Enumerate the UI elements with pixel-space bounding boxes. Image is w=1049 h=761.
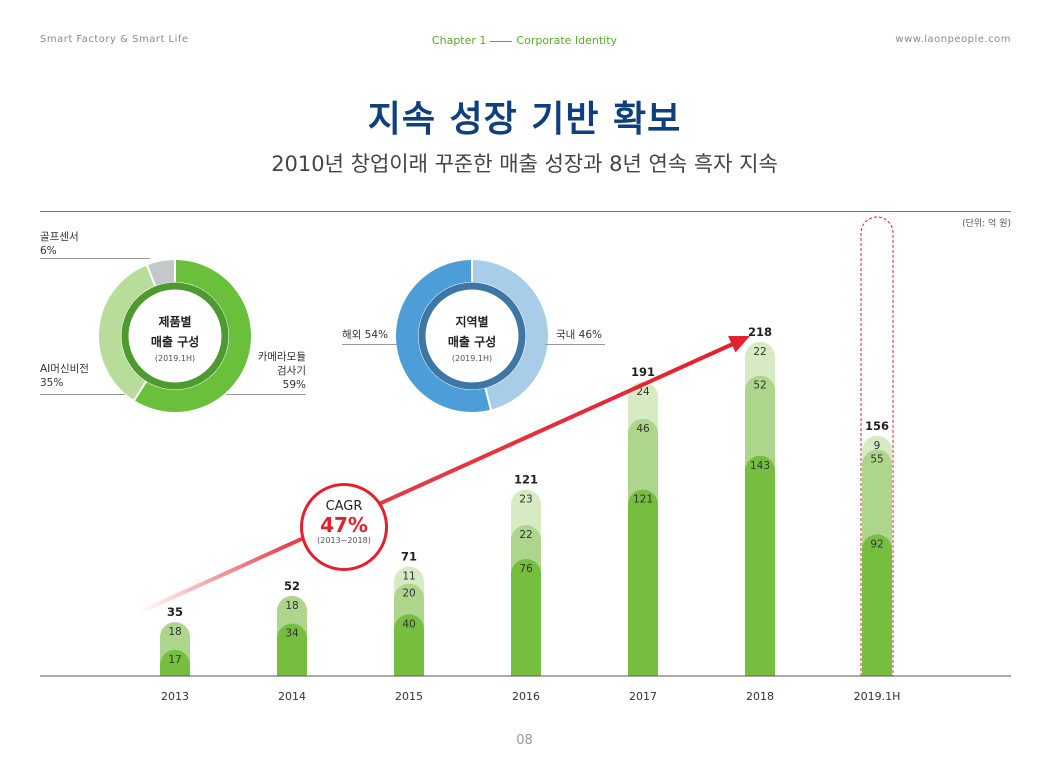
bar-2019.1H-seg-0	[862, 534, 892, 676]
product-donut-center: 제품별 매출 구성 (2019.1H)	[150, 315, 200, 363]
region-donut-center-disc	[426, 290, 518, 382]
region-donut-slice-1	[396, 260, 491, 412]
bar-2016-value-1: 22	[519, 529, 532, 541]
golf-sensor-leader	[40, 258, 150, 259]
overseas-label: 해외 54%	[342, 329, 388, 341]
bar-2016-value-0: 76	[519, 563, 533, 575]
header-chapter: Chapter 1 Corporate Identity	[0, 34, 1049, 47]
section-label: Corporate Identity	[516, 34, 618, 47]
domestic-label: 국내 46%	[556, 329, 602, 341]
chapter-divider	[490, 40, 513, 42]
unit-label: (단위: 억 원)	[962, 219, 1011, 229]
bar-2015-value-1: 20	[402, 588, 415, 600]
bar-2018-value-0: 143	[750, 460, 770, 472]
ai-vision-label: AI머신비전 35%	[40, 363, 89, 389]
bar-2019.1H-value-2: 9	[874, 440, 881, 452]
arrow-head	[728, 336, 750, 353]
x-tick-labels: 2013 2014 2015 2016 2017 2018 2019.1H	[161, 690, 900, 703]
page-number: 08	[516, 733, 533, 748]
bar-2017-value-2: 24	[636, 386, 650, 398]
bar-2014-value-1: 18	[285, 600, 298, 612]
bar-2019.1H-total: 156	[865, 419, 889, 433]
bar-2013-value-0: 17	[168, 654, 181, 666]
page-title: 지속 성장 기반 확보	[367, 99, 682, 140]
cagr-period: (2013~2018)	[317, 536, 371, 545]
x-tick-2019.1H: 2019.1H	[854, 690, 901, 703]
x-tick-2018: 2018	[746, 690, 774, 703]
header-left-text: Smart Factory & Smart Life	[40, 34, 189, 45]
product-donut-center-disc	[129, 290, 221, 382]
cagr-label: CAGR	[325, 499, 363, 514]
product-donut-separator-2	[145, 264, 157, 288]
bar-group: 17 18 35 34 18 52 40 20 11 71 76 22 23 121 121 46 24 191 1…	[160, 216, 894, 676]
bar-2013-total: 35	[167, 605, 183, 619]
region-donut-slice-0	[471, 260, 548, 410]
region-donut-inner-ring	[418, 282, 526, 390]
golf-sensor-label: 골프센서 6%	[40, 231, 79, 257]
bar-2018-value-2: 22	[753, 346, 766, 358]
camera-module-label: 카메라모듈 검사기 59%	[257, 351, 306, 391]
growth-arrow	[139, 336, 750, 614]
cagr-value: 47%	[320, 513, 368, 537]
region-donut-separator-1	[484, 387, 493, 411]
bar-2016-value-2: 23	[519, 494, 532, 506]
page-subtitle: 2010년 창업이래 꾸준한 매출 성장과 8년 연속 흑자 지속	[271, 152, 778, 176]
product-donut-inner-ring	[121, 282, 229, 390]
x-tick-2016: 2016	[512, 690, 540, 703]
bar-2015-seg-0	[394, 614, 424, 676]
bar-2019.1H-value-0: 92	[870, 538, 883, 550]
bar-2016-total: 121	[514, 473, 538, 487]
highlight-frame-2019.1H	[860, 216, 894, 676]
bar-2013-seg-0	[160, 649, 190, 676]
bar-2019.1H-value-1: 55	[870, 454, 883, 466]
bar-2017-total: 191	[631, 365, 655, 379]
cagr-badge: CAGR 47% (2013~2018)	[300, 483, 388, 571]
product-donut-slice-2	[147, 259, 176, 286]
bar-2014-total: 52	[284, 579, 300, 593]
bar-2017-seg-0	[628, 489, 658, 676]
bar-2014-seg-0	[277, 623, 307, 676]
top-divider	[40, 211, 1011, 212]
bar-2016-seg-0	[511, 558, 541, 676]
bar-2013-value-1: 18	[168, 626, 181, 638]
product-donut-separator-1	[132, 380, 148, 402]
bar-2015-total: 71	[401, 550, 417, 564]
bar-2015-value-0: 40	[402, 618, 415, 630]
bar-2015-value-2: 11	[402, 571, 415, 583]
region-donut-center: 지역별 매출 구성 (2019.1H)	[447, 315, 497, 363]
camera-module-leader	[226, 394, 306, 395]
product-donut-slice-0	[134, 260, 251, 412]
bar-2017-value-0: 121	[633, 494, 653, 506]
product-donut	[99, 259, 251, 412]
overseas-leader	[342, 344, 398, 345]
region-donut	[396, 259, 548, 412]
product-donut-slice-1	[99, 265, 156, 401]
x-tick-2014: 2014	[278, 690, 306, 703]
bar-2017-value-1: 46	[636, 423, 650, 435]
ai-vision-leader	[40, 394, 125, 395]
bar-2018-value-1: 52	[753, 380, 766, 392]
domestic-leader	[545, 344, 605, 345]
bar-2018-total: 218	[748, 325, 772, 339]
bar-2018-seg-0	[745, 455, 775, 676]
bar-2014-value-0: 34	[285, 628, 299, 640]
header-url: www.laonpeople.com	[895, 34, 1011, 45]
chapter-label: Chapter 1	[431, 34, 487, 47]
x-tick-2013: 2013	[161, 690, 189, 703]
x-tick-2015: 2015	[395, 690, 423, 703]
x-tick-2017: 2017	[629, 690, 657, 703]
arrow-shaft	[139, 341, 736, 614]
